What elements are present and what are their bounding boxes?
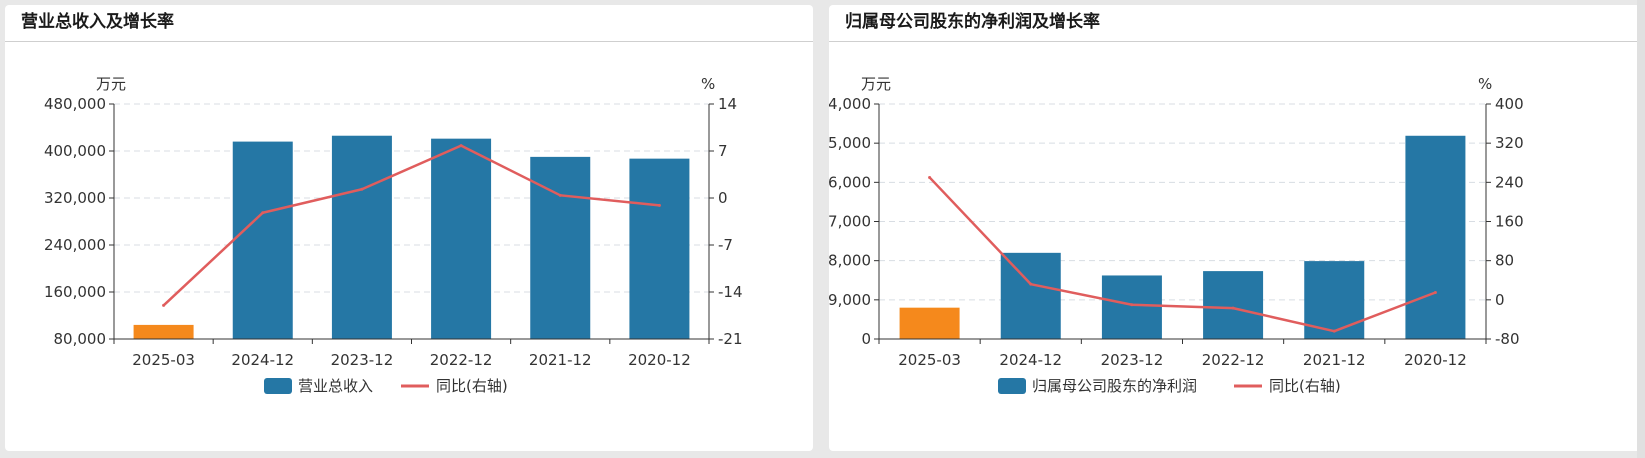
growth-line [162, 144, 660, 307]
y2-tick-label: -21 [718, 330, 743, 348]
y-tick-label: 0 [861, 330, 871, 348]
bar [629, 158, 690, 339]
y2-tick-label: 14 [718, 95, 737, 113]
net-profit-chart-title: 归属母公司股东的净利润及增长率 [829, 5, 1640, 42]
x-tick-label: 2021-12 [1303, 351, 1366, 369]
y2-tick-label: 400 [1495, 95, 1524, 113]
growth-line [928, 176, 1436, 333]
y-tick-label: 80,000 [54, 330, 107, 348]
y2-tick-label: 80 [1495, 252, 1514, 270]
growth-point [1029, 282, 1033, 286]
bar [1101, 275, 1162, 339]
y2-tick-label: 320 [1495, 134, 1524, 152]
revenue-chart-title: 营业总收入及增长率 [5, 5, 813, 42]
y2-tick-label: 7 [718, 142, 728, 160]
page-scrollbar[interactable] [1637, 0, 1645, 458]
growth-point [459, 144, 463, 148]
bar [431, 138, 492, 339]
growth-point [1332, 329, 1336, 333]
legend-bar-swatch [998, 378, 1026, 394]
y2-tick-label: 0 [1495, 291, 1505, 309]
y2-tick-label: 240 [1495, 173, 1524, 191]
y-tick-label: 45,000 [829, 134, 871, 152]
bar [331, 135, 392, 339]
x-tick-label: 2022-12 [1202, 351, 1265, 369]
y-tick-label: 27,000 [829, 213, 871, 231]
x-tick-label: 2024-12 [999, 351, 1062, 369]
y-tick-label: 240,000 [44, 236, 106, 254]
y-tick-label: 400,000 [44, 142, 106, 160]
growth-point [1231, 306, 1235, 310]
net-profit-panel: 归属母公司股东的净利润及增长率 万元% 0 9,000 18,000 27,000 36,… [829, 5, 1640, 451]
x-tick-label: 2023-12 [1101, 351, 1164, 369]
y-tick-label: 160,000 [44, 283, 106, 301]
x-tick-label: 2023-12 [331, 351, 394, 369]
legend-line-label: 同比(右轴) [1269, 377, 1341, 395]
y-unit-label: 万元 [861, 75, 891, 93]
y-tick-label: 320,000 [44, 189, 106, 207]
y-tick-label: 36,000 [829, 173, 871, 191]
x-tick-label: 2025-03 [898, 351, 961, 369]
y2-unit-label: % [701, 75, 715, 93]
legend-line-label: 同比(右轴) [436, 377, 508, 395]
y2-tick-label: -80 [1495, 330, 1520, 348]
growth-point [558, 193, 562, 197]
x-tick-label: 2024-12 [231, 351, 294, 369]
bar [232, 141, 293, 339]
bar [1000, 252, 1061, 339]
net-profit-chart: 万元% 0 9,000 18,000 27,000 36,000 45,000 54,000 -… [829, 75, 1524, 395]
y2-tick-label: -7 [718, 236, 733, 254]
y2-tick-label: -14 [718, 283, 743, 301]
growth-point [261, 211, 265, 215]
y-tick-label: 9,000 [829, 291, 871, 309]
y-tick-label: 480,000 [44, 95, 106, 113]
y2-tick-label: 160 [1495, 213, 1524, 231]
x-tick-label: 2020-12 [1404, 351, 1467, 369]
x-tick-label: 2025-03 [132, 351, 195, 369]
y2-unit-label: % [1478, 75, 1492, 93]
growth-point [928, 175, 932, 179]
bar [133, 324, 194, 339]
growth-point [657, 203, 661, 207]
bar [899, 307, 960, 339]
revenue-panel: 营业总收入及增长率 万元% 80,000 160,000 240,000 320,000… [5, 5, 813, 451]
legend-bar-label: 归属母公司股东的净利润 [1032, 377, 1197, 395]
growth-point [1130, 303, 1134, 307]
growth-point [360, 187, 364, 191]
growth-point [162, 303, 166, 307]
bar [1203, 271, 1264, 339]
revenue-chart: 万元 % 80,000 160,000 240,000 320,000 400,000 480… [44, 75, 743, 395]
bar [1405, 135, 1466, 339]
y-tick-label: 54,000 [829, 95, 871, 113]
legend-bar-label: 营业总收入 [298, 377, 373, 395]
legend-bar-swatch [264, 378, 292, 394]
x-tick-label: 2021-12 [529, 351, 592, 369]
growth-point [1433, 290, 1437, 294]
y2-tick-label: 0 [718, 189, 728, 207]
y-tick-label: 18,000 [829, 252, 871, 270]
x-tick-label: 2020-12 [628, 351, 691, 369]
x-tick-label: 2022-12 [430, 351, 493, 369]
y-unit-label: 万元 [96, 75, 126, 93]
bar [530, 156, 591, 339]
